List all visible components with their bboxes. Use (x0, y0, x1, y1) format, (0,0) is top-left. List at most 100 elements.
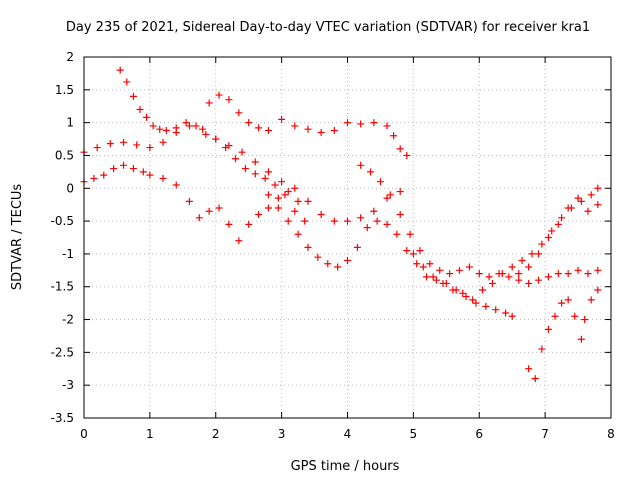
x-tick-label: 7 (541, 427, 549, 441)
plot-frame (83, 56, 612, 419)
data-point (294, 230, 302, 238)
data-point (235, 109, 243, 117)
data-point (301, 217, 309, 225)
data-point (558, 299, 566, 307)
series-sat-h (525, 286, 602, 383)
data-point (136, 106, 144, 114)
data-point (90, 174, 98, 182)
data-point (423, 273, 431, 281)
data-point (525, 263, 533, 271)
data-point (554, 270, 562, 278)
data-point (390, 132, 398, 140)
data-point (278, 115, 286, 123)
data-point (554, 220, 562, 228)
data-point (185, 122, 193, 130)
data-point (291, 122, 299, 130)
data-point (281, 191, 289, 199)
data-point (291, 207, 299, 215)
data-point (143, 113, 151, 121)
data-point (363, 224, 371, 232)
data-point (284, 188, 292, 196)
data-point (416, 247, 424, 255)
x-tick-label: 0 (80, 427, 88, 441)
data-point (162, 127, 170, 135)
data-point (120, 161, 128, 169)
data-point (264, 191, 272, 199)
data-point (492, 306, 500, 314)
data-point (515, 270, 523, 278)
data-point (525, 365, 533, 373)
data-point (376, 178, 384, 186)
data-point (353, 243, 361, 251)
data-point (439, 279, 447, 287)
data-point (133, 141, 141, 149)
data-point (515, 276, 523, 284)
data-point (264, 204, 272, 212)
y-tick-label: 0 (66, 181, 74, 195)
data-point (518, 256, 526, 264)
data-point (502, 309, 510, 317)
y-tick-label: 1.5 (55, 83, 74, 97)
data-point (498, 270, 506, 278)
y-tick-label: 0.5 (55, 148, 74, 162)
data-point (455, 266, 463, 274)
series-sat-a (80, 122, 404, 225)
data-point (139, 168, 147, 176)
data-point (156, 125, 164, 133)
data-point (271, 181, 279, 189)
data-point (419, 263, 427, 271)
data-point (324, 260, 332, 268)
data-point (304, 197, 312, 205)
x-tick-label: 5 (410, 427, 418, 441)
data-point (535, 276, 543, 284)
data-point (587, 191, 595, 199)
data-point (594, 266, 602, 274)
data-point (185, 197, 193, 205)
data-point (551, 312, 559, 320)
x-tick-label: 2 (212, 427, 220, 441)
data-point (558, 214, 566, 222)
data-point (357, 120, 365, 128)
data-point (574, 266, 582, 274)
y-tick-label: -1.5 (51, 280, 74, 294)
data-point (330, 217, 338, 225)
data-point (195, 214, 203, 222)
data-point (251, 170, 259, 178)
axis-ticks: 0 1 2 3 4 5 6 7 8 2 1.5 1 0.5 0 -0.5 -1 -1.5 -2 -2.5 -3 -3.5 (51, 50, 615, 441)
data-point (574, 194, 582, 202)
data-point (577, 335, 585, 343)
data-point (429, 273, 437, 281)
data-point (192, 122, 200, 130)
data-point (370, 119, 378, 127)
series-sat-f (357, 161, 602, 287)
data-point (594, 286, 602, 294)
x-axis-label: GPS time / hours (291, 459, 400, 474)
data-point (544, 325, 552, 333)
data-point (182, 119, 190, 127)
data-point (241, 165, 249, 173)
data-point (215, 204, 223, 212)
data-point (548, 227, 556, 235)
data-point (581, 316, 589, 324)
data-point (386, 191, 394, 199)
series-sat-b (116, 66, 299, 215)
data-point (367, 168, 375, 176)
data-point (482, 302, 490, 310)
data-point (146, 171, 154, 179)
data-point (245, 119, 253, 127)
data-point (396, 188, 404, 196)
data-point (383, 194, 391, 202)
data-point (426, 260, 434, 268)
data-point (472, 299, 480, 307)
data-point (531, 375, 539, 383)
data-point (110, 165, 118, 173)
data-points (80, 66, 602, 383)
data-point (538, 240, 546, 248)
data-point (571, 312, 579, 320)
x-tick-label: 6 (475, 427, 483, 441)
data-point (577, 197, 585, 205)
data-point (393, 230, 401, 238)
data-point (238, 148, 246, 156)
data-point (413, 260, 421, 268)
